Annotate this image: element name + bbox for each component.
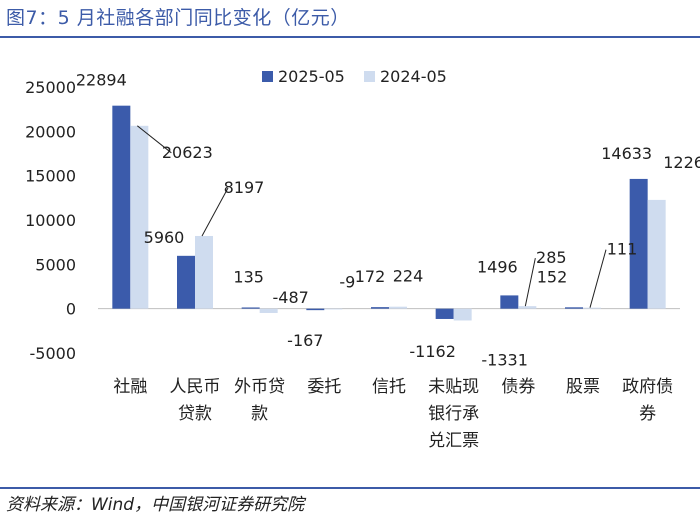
y-tick-label: 15000	[25, 167, 76, 186]
x-tick-label: 券	[639, 404, 656, 424]
footer-divider	[0, 487, 700, 489]
legend-swatch	[262, 71, 273, 82]
data-label-2024-05: 12266	[663, 153, 700, 172]
x-tick-label: 兑汇票	[428, 431, 479, 451]
y-tick-label: 25000	[25, 78, 76, 97]
x-tick-label: 未贴现	[428, 377, 479, 397]
x-tick-label: 银行承	[428, 404, 479, 424]
x-tick-label: 政府债	[622, 377, 673, 397]
data-label-2024-05: 111	[607, 240, 638, 259]
data-label-2024-05: -487	[273, 288, 309, 307]
bar-202405	[389, 306, 407, 309]
data-label-2024-05: 224	[393, 267, 424, 286]
data-label-2025-05: 152	[537, 267, 568, 286]
data-label-2024-05: 20623	[162, 143, 213, 162]
legend-swatch	[364, 71, 375, 82]
y-tick-label: 5000	[35, 255, 76, 274]
y-tick-label: 0	[66, 300, 76, 319]
chart-title: 图7：5 月社融各部门同比变化（亿元）	[6, 7, 350, 29]
bar-202505	[371, 307, 389, 309]
bar-202405	[324, 308, 343, 310]
data-label-2025-05: 14633	[601, 144, 652, 163]
data-label-2024-05: -1331	[481, 350, 528, 369]
bar-202405	[453, 308, 472, 321]
x-tick-label: 贷款	[178, 404, 212, 424]
bar-202505	[177, 255, 195, 309]
x-tick-label: 委托	[307, 377, 341, 397]
data-label-leader-line	[589, 249, 607, 308]
bar-202405	[195, 235, 213, 309]
bar-202405	[130, 125, 149, 309]
bar-202505	[500, 295, 519, 309]
source-note: 资料来源：Wind，中国银河证券研究院	[6, 495, 305, 515]
x-tick-label: 社融	[113, 377, 147, 397]
data-label-2025-05: 5960	[144, 228, 185, 247]
bar-202505	[435, 308, 454, 319]
bar-202405	[259, 308, 278, 313]
legend-label: 2024-05	[380, 67, 447, 86]
data-label-leader-line	[201, 187, 229, 237]
bar-202405	[583, 307, 601, 309]
data-label-leader-line	[137, 125, 172, 154]
x-tick-label: 股票	[566, 377, 600, 397]
y-tick-label: -5000	[30, 344, 77, 363]
y-tick-label: 10000	[25, 211, 76, 230]
y-tick-label: 20000	[25, 122, 76, 141]
bar-202505	[112, 105, 131, 309]
bar-202505	[565, 307, 583, 309]
x-tick-label: 人民币	[170, 377, 221, 397]
data-label-2025-05: -1162	[409, 342, 456, 361]
x-tick-label: 款	[251, 404, 268, 424]
title-divider	[0, 36, 700, 38]
bar-202405	[647, 199, 666, 309]
legend-label: 2025-05	[278, 67, 345, 86]
x-tick-label: 外币贷	[234, 377, 285, 397]
x-tick-label: 信托	[372, 377, 406, 397]
data-label-2025-05: -167	[287, 331, 323, 350]
data-label-2024-05: 8197	[224, 178, 265, 197]
data-label-leader-line	[524, 258, 536, 307]
data-label-2024-05: -9	[339, 273, 355, 292]
data-label-2024-05: 285	[536, 248, 567, 267]
x-tick-label: 债券	[501, 377, 535, 397]
data-label-2025-05: 135	[233, 267, 264, 286]
data-label-2025-05: 22894	[76, 71, 127, 90]
bar-202505	[241, 307, 260, 309]
bar-202505	[629, 178, 648, 309]
bar-202505	[306, 308, 325, 311]
data-label-2025-05: 1496	[477, 257, 518, 276]
bar-202405	[518, 306, 537, 309]
data-label-2025-05: 172	[355, 267, 386, 286]
